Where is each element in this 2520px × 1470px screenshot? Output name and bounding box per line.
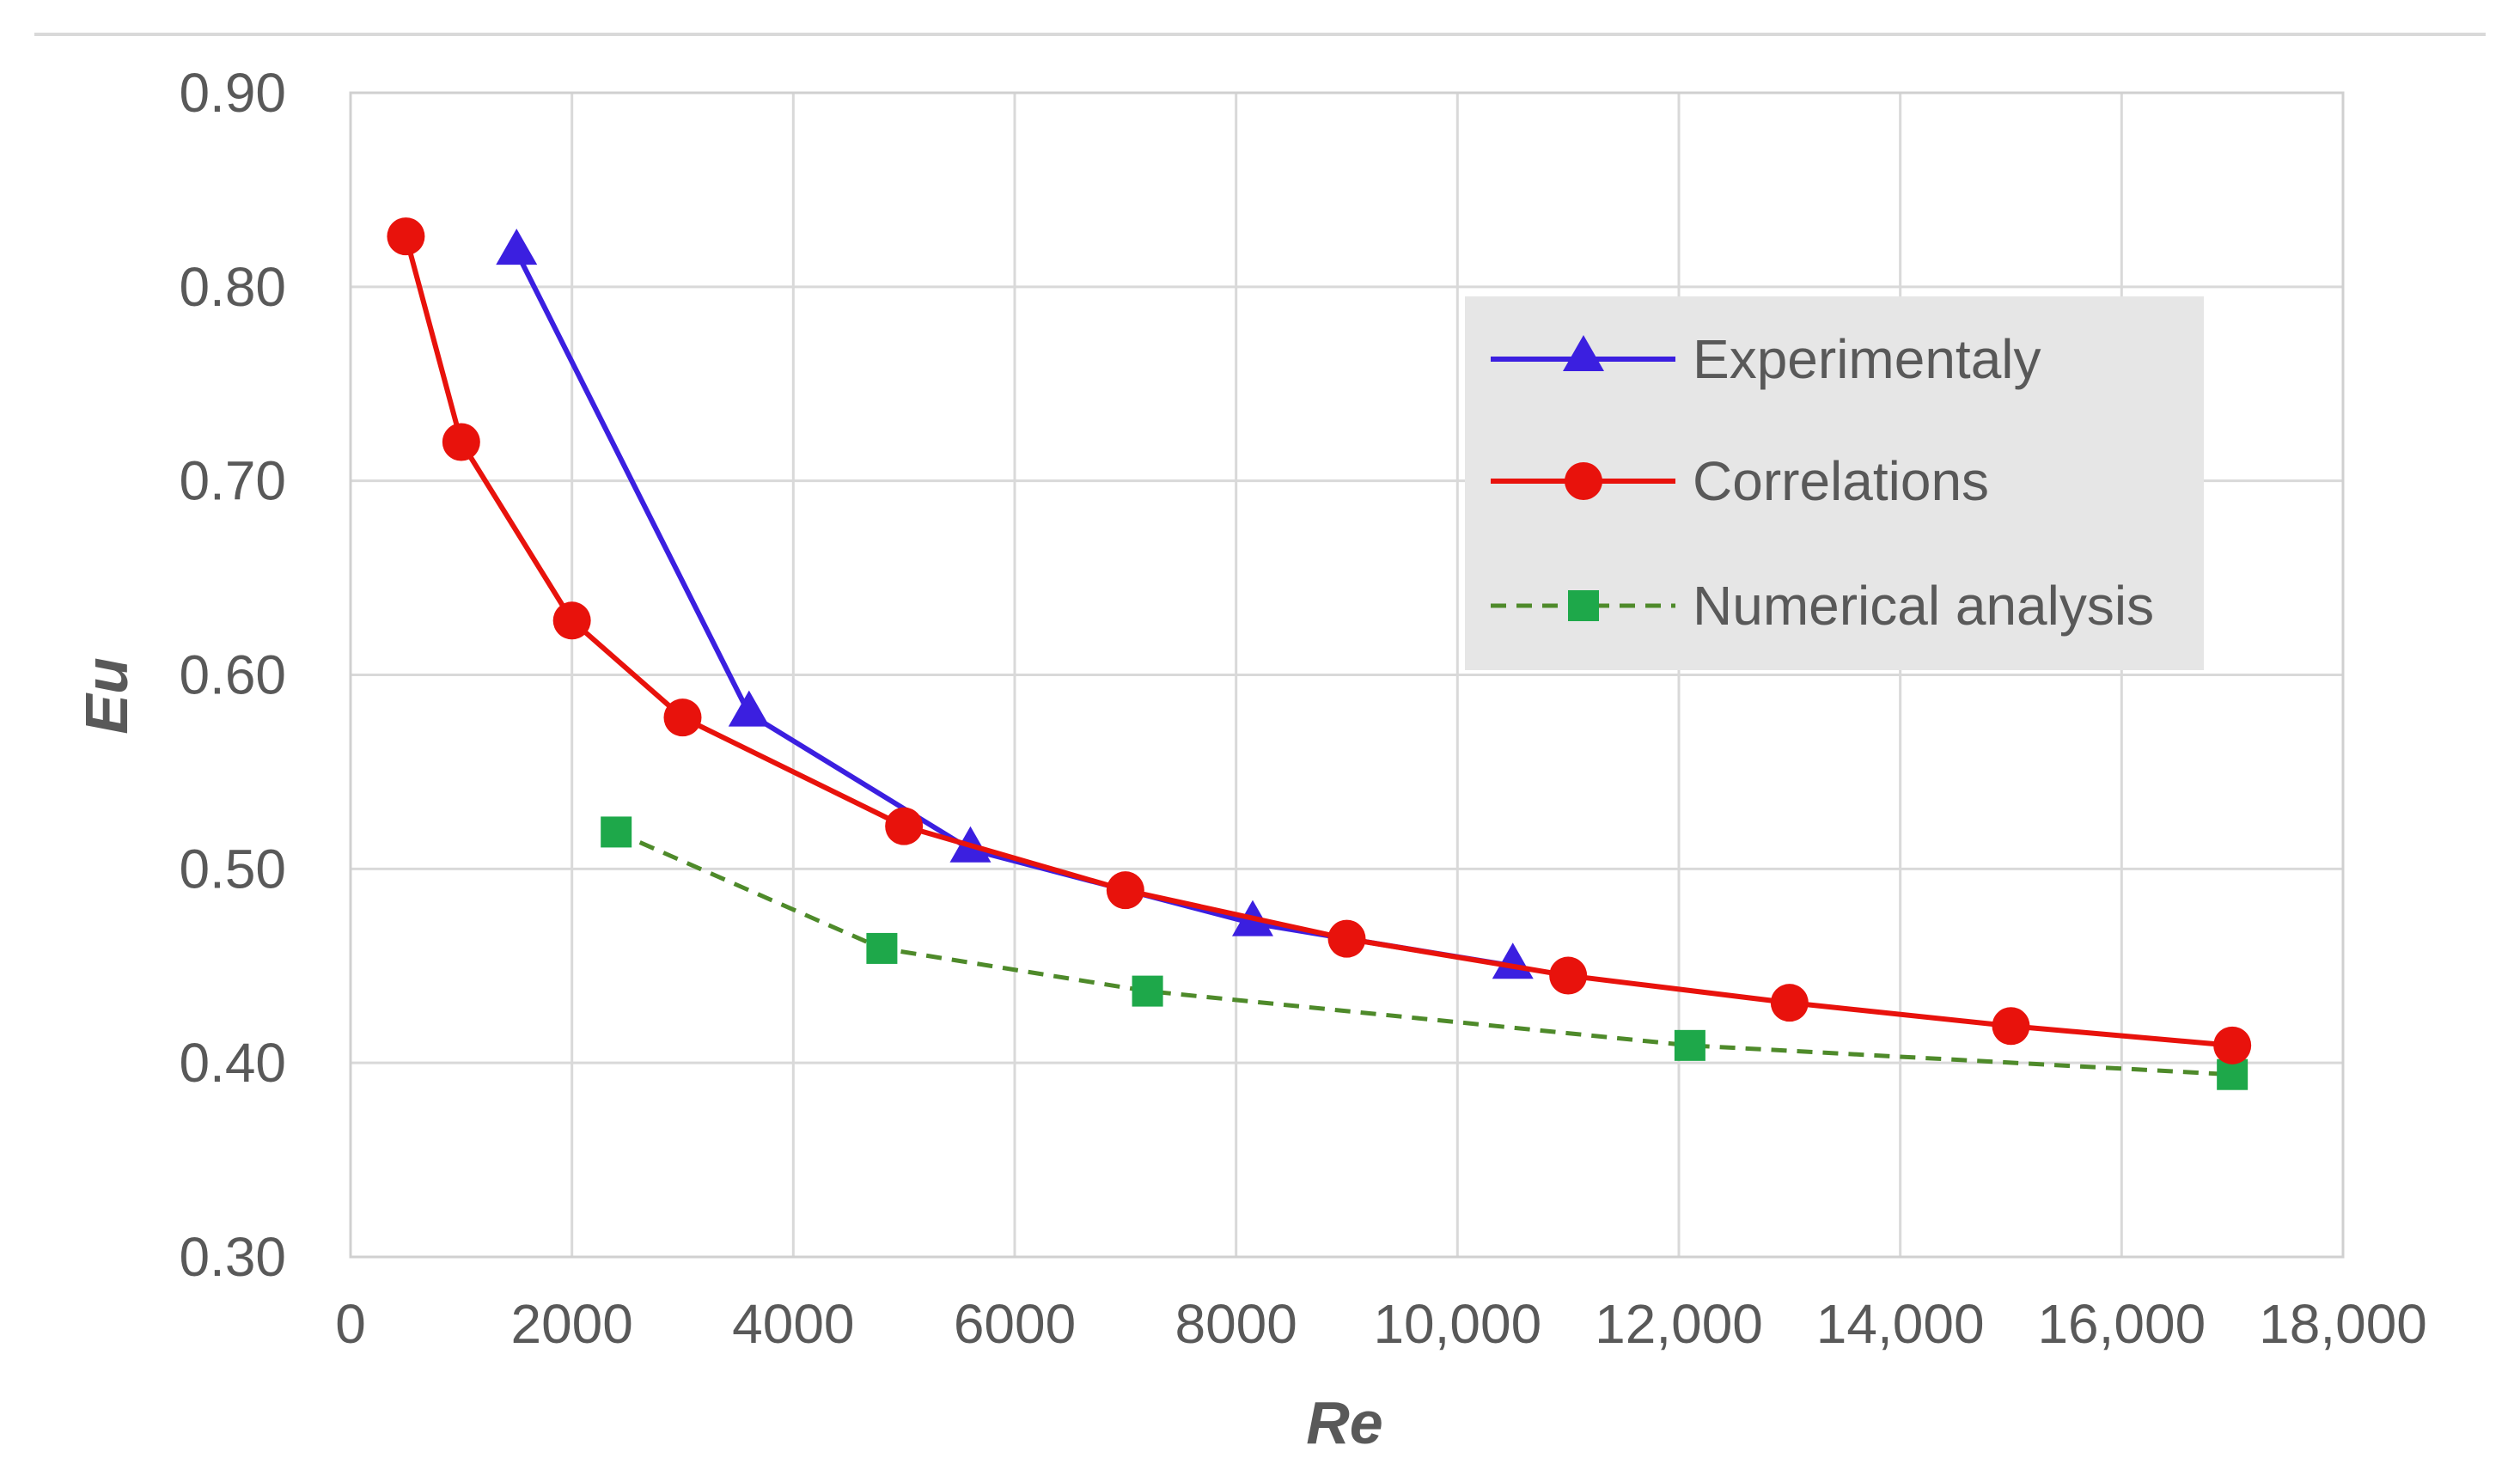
data-point-square	[1132, 975, 1163, 1007]
y-tick-label: 0.60	[179, 644, 286, 706]
data-point-circle	[1106, 871, 1144, 910]
y-axis-title: Eu	[73, 657, 140, 734]
circle-marker-icon	[1565, 462, 1602, 500]
data-point-circle	[2213, 1026, 2252, 1064]
x-tick-label: 10,000	[1373, 1293, 1541, 1355]
grid	[349, 91, 2345, 1259]
x-tick-label: 8000	[1175, 1293, 1297, 1355]
legend-item-correlations: Correlations	[1491, 450, 1989, 512]
x-tick-label: 14,000	[1816, 1293, 1985, 1355]
y-tick-label: 0.30	[179, 1226, 286, 1288]
y-tick-label: 0.90	[179, 62, 286, 124]
x-tick-label: 4000	[732, 1293, 854, 1355]
y-axis-ticks: 0.30 0.40 0.50 0.60 0.70 0.80 0.90	[179, 62, 286, 1288]
y-tick-label: 0.80	[179, 256, 286, 318]
data-point-triangle	[496, 229, 538, 265]
data-point-square	[1674, 1029, 1705, 1061]
legend-item-numerical-analysis: Numerical analysis	[1491, 575, 2154, 637]
data-point-circle	[1770, 984, 1809, 1022]
series-correlations	[387, 217, 2252, 1064]
legend-label-experimentaly: Experimentaly	[1693, 328, 2041, 390]
y-tick-label: 0.70	[179, 450, 286, 512]
x-tick-label: 6000	[954, 1293, 1076, 1355]
square-marker-icon	[1568, 590, 1599, 621]
x-tick-label: 16,000	[2037, 1293, 2206, 1355]
data-point-circle	[442, 423, 480, 461]
data-point-circle	[1549, 956, 1588, 995]
data-point-circle	[387, 217, 425, 256]
legend-label-correlations: Correlations	[1693, 450, 1989, 512]
data-point-triangle	[1492, 942, 1534, 979]
data-point-circle	[1327, 919, 1366, 958]
data-point-circle	[885, 807, 924, 845]
data-point-circle	[663, 698, 702, 737]
triangle-marker-icon	[1563, 335, 1604, 371]
legend-label-numerical-analysis: Numerical analysis	[1693, 575, 2154, 637]
series-line	[615, 830, 2233, 1077]
y-tick-label: 0.40	[179, 1032, 286, 1094]
x-tick-label: 12,000	[1595, 1293, 1763, 1355]
data-point-circle	[552, 601, 591, 640]
y-tick-label: 0.50	[179, 838, 286, 900]
data-point-circle	[1992, 1007, 2030, 1046]
x-tick-label: 2000	[510, 1293, 632, 1355]
legend-item-experimentaly: Experimentaly	[1491, 328, 2041, 390]
x-axis-ticks: 0 2000 4000 6000 8000 10,000 12,000 14,000 16,00…	[335, 1293, 2427, 1355]
x-axis-title: Re	[1306, 1389, 1382, 1456]
data-point-triangle	[728, 690, 770, 727]
series-numerical-analysis	[601, 816, 2248, 1090]
data-point-square	[866, 932, 898, 964]
series-layer	[387, 217, 2252, 1090]
legend: Experimentaly Correlations Numerical ana…	[1465, 296, 2204, 670]
data-point-square	[601, 816, 632, 848]
x-tick-label: 18,000	[2259, 1293, 2427, 1355]
x-tick-label: 0	[335, 1293, 366, 1355]
plot-area	[349, 91, 2345, 1259]
